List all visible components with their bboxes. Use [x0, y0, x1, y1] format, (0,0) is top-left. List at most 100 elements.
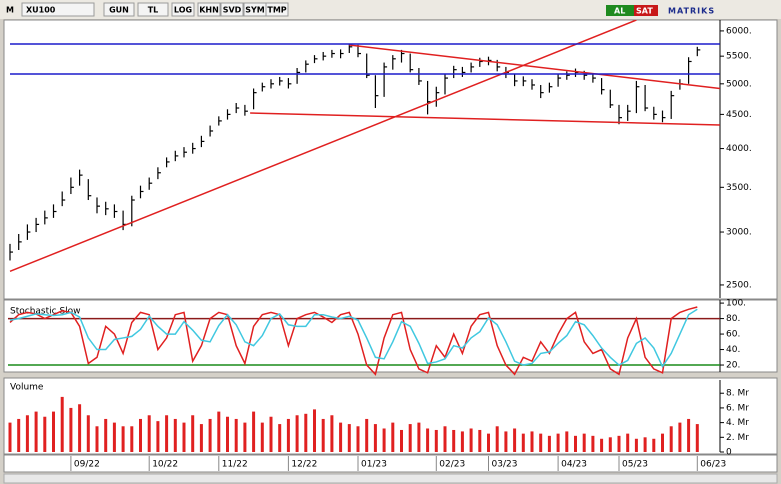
sell-button[interactable]	[634, 5, 658, 16]
y-tick-label: 5000.	[726, 79, 752, 89]
y-tick-label: 4000.	[726, 144, 752, 154]
volume-bar	[530, 431, 534, 452]
trend-line	[349, 44, 720, 90]
toolbar-button[interactable]	[103, 2, 135, 17]
y-tick-label: 0	[726, 448, 732, 458]
y-tick-label: 8. Mr	[726, 389, 749, 399]
volume-bar	[478, 429, 482, 452]
volume-bar	[400, 429, 403, 452]
volume-bar	[513, 428, 517, 452]
volume-bar	[104, 418, 108, 452]
y-tick-label: 4. Mr	[726, 418, 749, 428]
volume-bar	[391, 422, 395, 452]
toolbar-button-label[interactable]: SVD	[223, 6, 242, 15]
volume-bar	[191, 415, 195, 452]
volume-bar	[547, 435, 551, 452]
y-tick-label: 2. Mr	[726, 433, 749, 443]
y-tick-label: 80.	[726, 314, 740, 324]
stochastic-panel	[3, 299, 778, 373]
x-tick-label: 06/23	[700, 460, 726, 470]
volume-bar	[165, 415, 169, 452]
toolbar-button[interactable]	[197, 2, 221, 17]
toolbar-button[interactable]	[220, 2, 244, 17]
volume-bar	[8, 422, 12, 452]
x-tick-label: 02/23	[439, 460, 465, 470]
volume-bar	[121, 426, 125, 452]
brand: MATRIKS	[668, 7, 715, 16]
panel-title: Volume	[10, 383, 44, 393]
x-tick-label: 05/23	[622, 460, 648, 470]
stochastic-line	[9, 308, 698, 369]
volume-bar	[539, 433, 543, 452]
toolbar-button-label[interactable]: SYM	[245, 6, 265, 15]
volume-bar	[669, 426, 673, 452]
volume-bar	[330, 415, 334, 452]
volume-bar	[608, 437, 612, 452]
buy-label[interactable]: AL	[614, 7, 625, 16]
symbol-box[interactable]	[21, 2, 95, 17]
x-tick-label: 04/23	[561, 460, 587, 470]
volume-bar	[417, 422, 421, 452]
x-tick-label: 01/23	[361, 460, 387, 470]
volume-bar	[652, 438, 656, 452]
volume-bar	[78, 404, 82, 452]
volume-bar	[382, 428, 386, 452]
volume-bar	[295, 415, 299, 452]
toolbar-button-label[interactable]: TMP	[267, 6, 286, 15]
y-tick-label: 6. Mr	[726, 403, 749, 413]
volume-bar	[600, 438, 604, 452]
toolbar-button[interactable]	[171, 2, 195, 17]
sell-label[interactable]: SAT	[636, 7, 653, 16]
volume-bar	[234, 418, 238, 452]
volume-bar	[313, 409, 316, 452]
volume-bar	[339, 422, 343, 452]
volume-bar	[695, 424, 699, 452]
volume-bar	[60, 396, 64, 452]
volume-bar	[574, 435, 577, 452]
buy-button[interactable]	[606, 5, 634, 16]
volume-bar	[617, 435, 621, 452]
y-tick-label: 60.	[726, 330, 740, 340]
volume-bar	[147, 415, 151, 452]
toolbar-button-label[interactable]: LOG	[174, 6, 192, 15]
toolbar-button[interactable]	[265, 2, 289, 17]
volume-bar	[182, 422, 186, 452]
volume-bar	[460, 431, 464, 452]
toolbar-button-label[interactable]: KHN	[199, 6, 219, 15]
volume-bar	[130, 426, 134, 452]
toolbar-button-label[interactable]: GUN	[109, 6, 129, 15]
volume-bar	[34, 411, 38, 452]
x-tick-label: 11/22	[222, 460, 248, 470]
volume-bar	[173, 418, 177, 452]
volume-bar	[269, 416, 273, 452]
volume-bar	[626, 433, 630, 452]
volume-bar	[687, 418, 691, 452]
volume-bar	[217, 411, 221, 452]
volume-bar	[356, 426, 360, 452]
volume-bar	[582, 433, 586, 452]
toolbar-button-label[interactable]: TL	[148, 6, 159, 15]
menu-button[interactable]: M	[6, 6, 14, 15]
volume-bar	[278, 424, 282, 452]
volume-bar	[443, 426, 447, 452]
volume-bar	[521, 433, 525, 452]
toolbar	[0, 0, 781, 19]
y-tick-label: 3000.	[726, 228, 752, 238]
symbol[interactable]: XU100	[26, 6, 56, 15]
volume-bar	[661, 433, 664, 452]
volume-bar	[487, 433, 490, 452]
volume-bar	[504, 431, 508, 452]
trend-line	[9, 20, 637, 273]
volume-bar	[373, 424, 377, 452]
volume-bar	[556, 433, 560, 452]
volume-bar	[426, 428, 430, 452]
volume-bar	[243, 422, 247, 452]
volume-bar	[365, 418, 369, 452]
volume-bar	[17, 418, 21, 452]
scrollbar[interactable]	[3, 473, 778, 484]
volume-bar	[347, 424, 351, 452]
y-tick-label: 5500.	[726, 52, 752, 62]
volume-bar	[86, 415, 90, 452]
toolbar-button[interactable]	[137, 2, 169, 17]
